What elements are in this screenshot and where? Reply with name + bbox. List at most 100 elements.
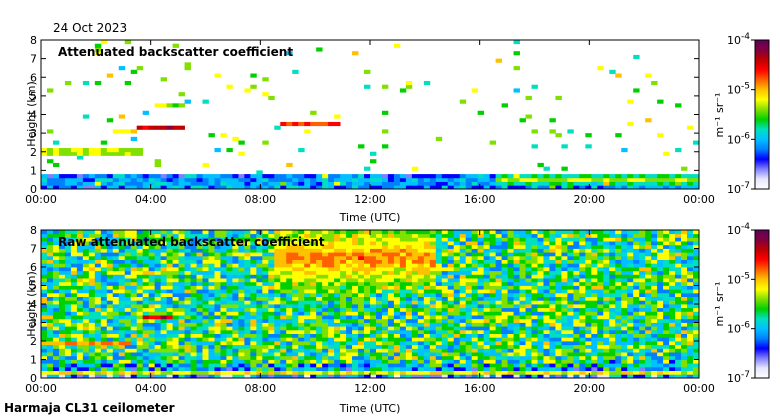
heatmap-cell [112, 233, 120, 238]
heatmap-cell [537, 366, 544, 371]
heatmap-cell [585, 244, 592, 249]
heatmap-cell [573, 267, 580, 272]
heatmap-cell [441, 322, 449, 327]
heatmap-cell [543, 244, 550, 249]
heatmap-cell [286, 278, 293, 283]
heatmap-cell [429, 311, 437, 316]
heatmap-cell [489, 252, 497, 257]
heatmap-cell [531, 289, 538, 294]
heatmap-cell [58, 263, 66, 268]
heatmap-cell [178, 263, 185, 268]
heatmap-cell [591, 366, 598, 371]
heatmap-cell [106, 355, 114, 360]
heatmap-cell [316, 355, 323, 360]
heatmap-cell [477, 355, 485, 360]
heatmap-cell [459, 315, 467, 320]
heatmap-cell [417, 244, 425, 249]
heatmap-cell [274, 292, 281, 297]
heatmap-cell [435, 252, 443, 257]
heatmap-cell [352, 244, 359, 249]
heatmap-cell [603, 329, 610, 334]
heatmap-cell [585, 318, 592, 323]
heatmap-cell [364, 274, 371, 279]
heatmap-cell [531, 248, 538, 253]
heatmap-cell [46, 311, 54, 316]
heatmap-cell [531, 352, 538, 357]
heatmap-cell [262, 363, 269, 368]
heatmap-cell [645, 355, 652, 360]
heatmap-cell [76, 296, 84, 301]
heatmap-cell [208, 181, 215, 186]
heatmap-cell [663, 363, 670, 368]
heatmap-cell [46, 270, 54, 275]
heatmap-cell [292, 341, 299, 346]
heatmap-cell [166, 304, 173, 309]
heatmap-cell [411, 292, 419, 297]
heatmap-cell [513, 88, 520, 93]
heatmap-cell [286, 341, 293, 346]
heatmap-cell [220, 252, 227, 257]
heatmap-cell [76, 292, 84, 297]
heatmap-cell [573, 259, 580, 264]
heatmap-cell [340, 352, 347, 357]
heatmap-cell [328, 366, 335, 371]
heatmap-cell [453, 352, 461, 357]
heatmap-cell [316, 285, 323, 290]
heatmap-cell [579, 355, 586, 360]
heatmap-cell [381, 363, 389, 368]
heatmap-cell [52, 237, 60, 242]
heatmap-cell [238, 296, 245, 301]
heatmap-cell [41, 311, 48, 316]
heatmap-cell [130, 174, 138, 179]
heatmap-cell [196, 177, 203, 182]
heatmap-cell [118, 244, 126, 249]
heatmap-cell [573, 185, 580, 190]
heatmap-cell [387, 322, 395, 327]
heatmap-cell [627, 315, 634, 320]
heatmap-cell [208, 248, 215, 253]
heatmap-cell [58, 278, 66, 283]
heatmap-cell [585, 289, 592, 294]
heatmap-cell [501, 348, 508, 353]
heatmap-cell [411, 255, 419, 260]
heatmap-cell [399, 374, 407, 379]
heatmap-cell [435, 270, 443, 275]
heatmap-cell [178, 237, 185, 242]
heatmap-cell [591, 230, 598, 235]
heatmap-cell [202, 181, 209, 186]
heatmap-cell [513, 322, 520, 327]
heatmap-cell [489, 270, 497, 275]
heatmap-cell [316, 300, 323, 305]
heatmap-cell [280, 181, 287, 186]
heatmap-cell [639, 244, 646, 249]
heatmap-cell [304, 322, 311, 327]
heatmap-cell [178, 333, 185, 338]
heatmap-cell [124, 177, 132, 182]
heatmap-cell [310, 237, 317, 242]
heatmap-cell [58, 307, 66, 312]
heatmap-cell [381, 352, 389, 357]
heatmap-cell [405, 329, 413, 334]
heatmap-cell [579, 333, 586, 338]
heatmap-cell [160, 304, 168, 309]
heatmap-cell [172, 315, 179, 320]
heatmap-cell [292, 311, 299, 316]
heatmap-cell [441, 326, 449, 331]
heatmap-cell [645, 311, 652, 316]
heatmap-cell [639, 344, 646, 349]
heatmap-cell [387, 333, 395, 338]
heatmap-cell [459, 99, 467, 104]
heatmap-cell [537, 300, 544, 305]
heatmap-cell [220, 344, 227, 349]
heatmap-cell [250, 292, 257, 297]
heatmap-cell [687, 181, 694, 186]
heatmap-cell [346, 341, 353, 346]
heatmap-cell [519, 118, 526, 123]
heatmap-cell [573, 322, 580, 327]
heatmap-cell [483, 366, 491, 371]
heatmap-cell [232, 267, 239, 272]
heatmap-cell [142, 110, 150, 115]
heatmap-cell [292, 248, 299, 253]
heatmap-cell [250, 248, 257, 253]
heatmap-cell [274, 311, 281, 316]
